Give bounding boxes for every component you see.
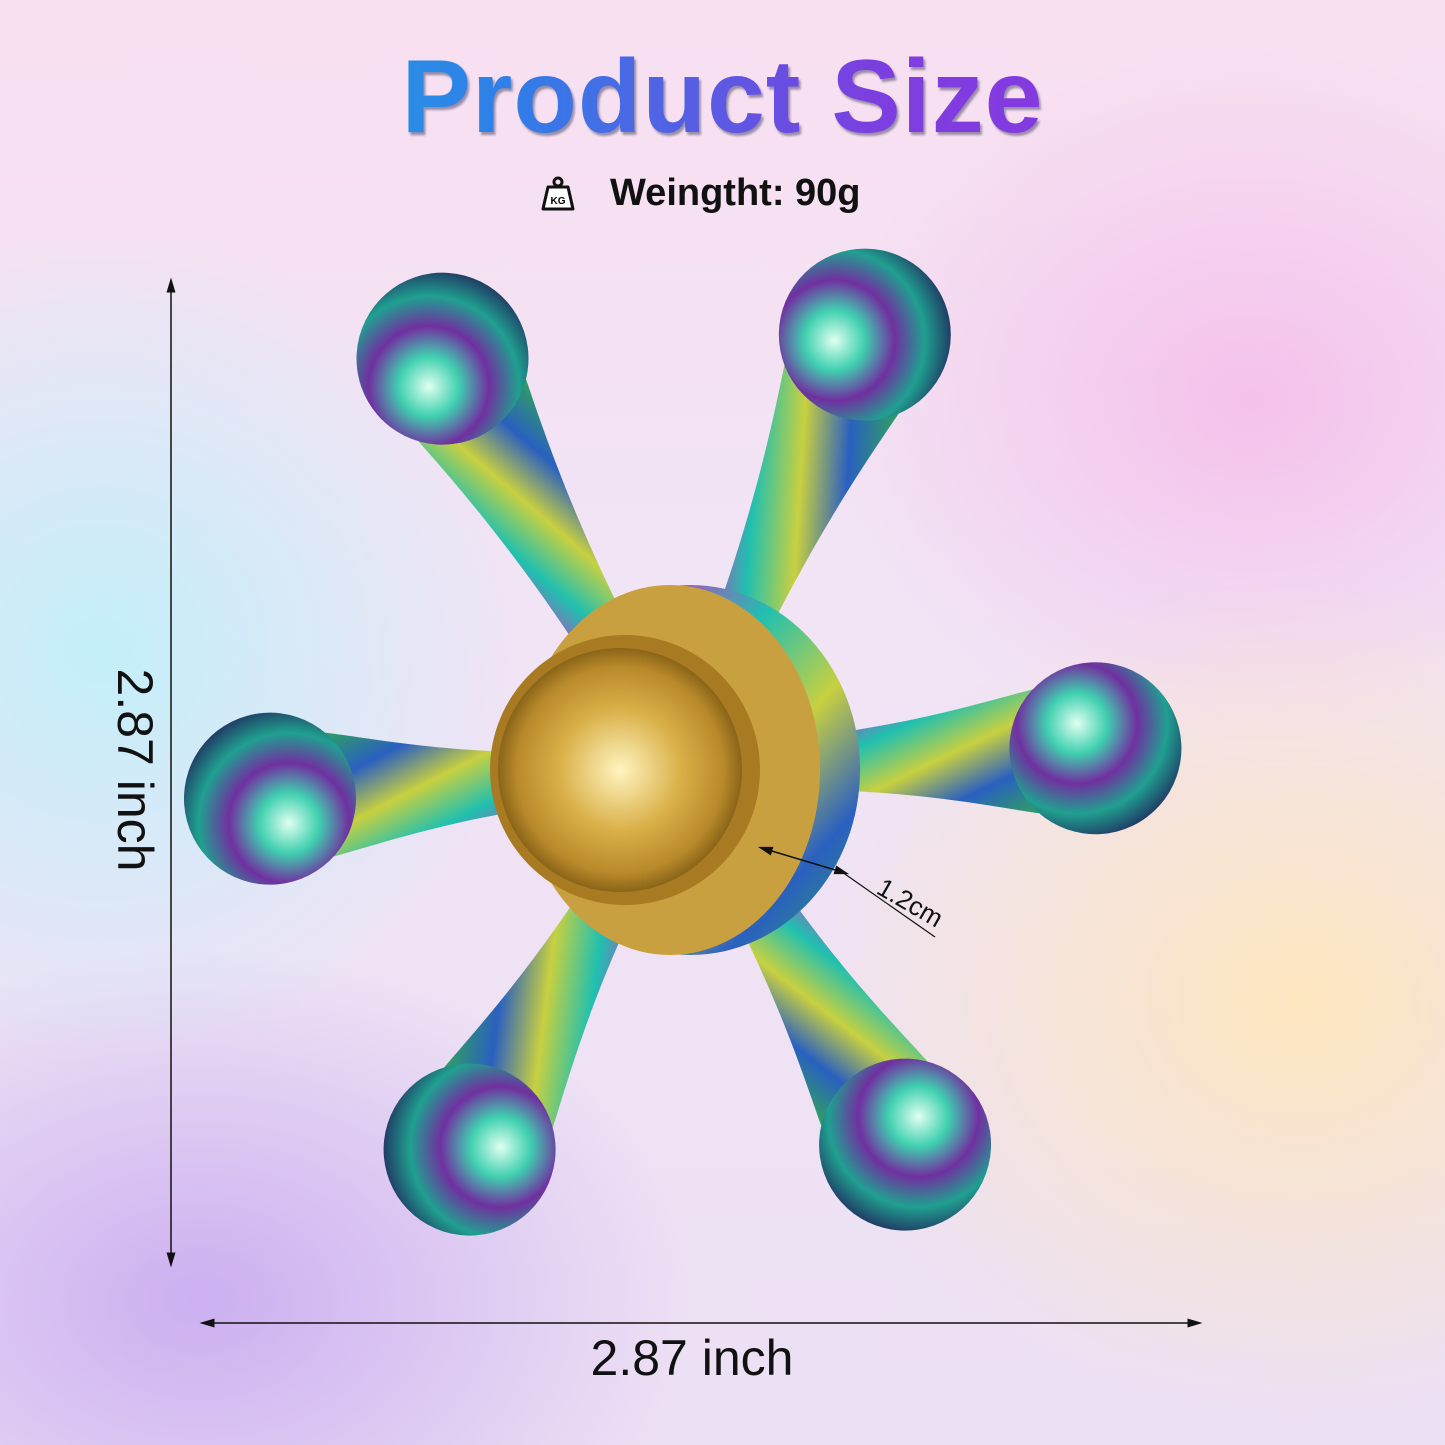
bearing-hub bbox=[490, 585, 860, 955]
spinner-ball bbox=[383, 1063, 556, 1236]
thickness-dimension-line bbox=[757, 846, 850, 875]
gold-cap bbox=[498, 648, 742, 892]
weight-label: Weingtht: 90g bbox=[610, 172, 861, 214]
spinner-ball bbox=[184, 712, 357, 885]
spinner-ball bbox=[778, 248, 951, 421]
svg-text:KG: KG bbox=[551, 196, 566, 207]
kg-weight-icon: KG bbox=[541, 176, 575, 210]
spinner-ball bbox=[356, 272, 529, 445]
spinner-ball bbox=[819, 1058, 992, 1231]
page-title: Product Size bbox=[0, 38, 1445, 157]
height-label: 2.87 inch bbox=[107, 668, 163, 872]
spinner-ball bbox=[1009, 662, 1182, 835]
width-label: 2.87 inch bbox=[590, 1330, 794, 1386]
weight-info: KG Weingtht: 90g bbox=[540, 172, 861, 215]
